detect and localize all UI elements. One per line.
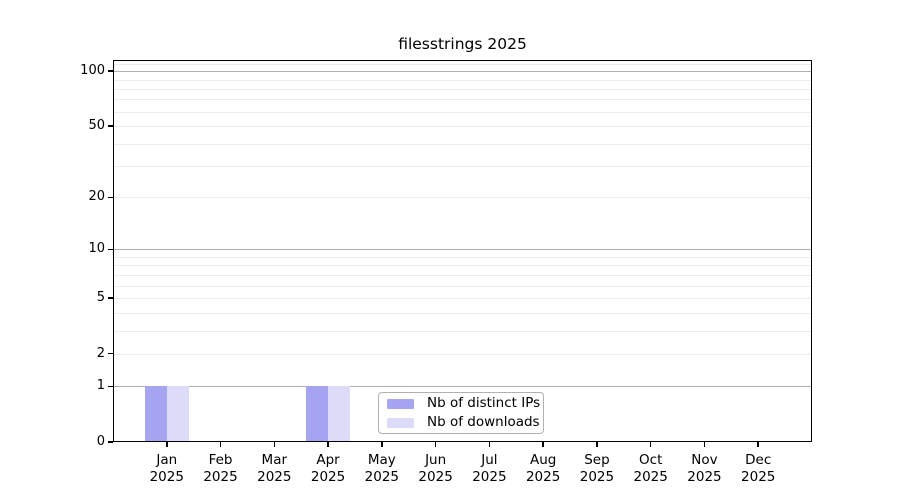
y-tick <box>108 441 113 443</box>
y-tick <box>108 385 113 388</box>
x-tick-label: Jan 2025 <box>149 452 184 485</box>
x-tick <box>166 442 168 447</box>
y-gridline-minor <box>113 353 812 355</box>
y-gridline-minor <box>113 63 812 65</box>
x-tick-label: May 2025 <box>364 452 400 485</box>
x-tick <box>381 442 383 447</box>
y-gridline-major <box>113 386 812 388</box>
plot-frame <box>113 60 812 442</box>
x-tick-label: Jul 2025 <box>472 452 507 485</box>
chart-title: filesstrings 2025 <box>398 35 527 53</box>
y-gridline-minor <box>113 166 812 168</box>
y-tick-label: 50 <box>88 118 105 134</box>
x-tick-label: Jun 2025 <box>418 452 453 485</box>
y-gridline-minor <box>113 285 812 287</box>
x-tick-label: Aug 2025 <box>525 452 561 485</box>
bar-nb-of-distinct-ips-apr-2025 <box>306 386 329 442</box>
x-tick <box>327 442 329 447</box>
legend-entry-distinct-ips: Nb of distinct IPs <box>387 395 541 411</box>
x-tick <box>649 442 652 447</box>
legend-entry-downloads: Nb of downloads <box>387 414 540 430</box>
y-gridline-minor <box>113 143 812 145</box>
bar-nb-of-distinct-ips-jan-2025 <box>144 386 167 442</box>
x-tick <box>273 442 276 447</box>
x-tick <box>219 442 222 447</box>
y-tick-label: 100 <box>80 63 105 79</box>
y-tick <box>108 297 113 299</box>
y-gridline-major <box>113 249 812 251</box>
x-tick-label: Sep 2025 <box>579 452 615 485</box>
y-tick-label: 10 <box>88 241 105 257</box>
y-tick <box>108 196 113 199</box>
y-gridline-minor <box>113 330 812 332</box>
y-gridline-minor <box>113 197 812 199</box>
y-tick-label: 1 <box>96 378 105 394</box>
y-gridline-minor <box>113 256 812 258</box>
y-tick <box>108 70 113 72</box>
y-gridline-minor <box>113 88 812 90</box>
y-tick-label: 5 <box>96 290 105 305</box>
y-gridline-minor <box>113 111 812 113</box>
y-tick-label: 2 <box>96 345 105 361</box>
y-gridline-minor <box>113 312 812 314</box>
x-tick-label: Apr 2025 <box>310 452 346 485</box>
x-tick-label: Feb 2025 <box>203 452 238 485</box>
y-gridline-minor <box>113 99 812 101</box>
y-tick <box>108 125 113 127</box>
x-tick-label: Nov 2025 <box>687 452 722 485</box>
y-gridline-minor <box>113 79 812 81</box>
y-tick-label: 0 <box>96 434 105 449</box>
y-gridline-major <box>113 71 812 73</box>
legend-swatch-distinct-ips <box>387 398 414 409</box>
bar-nb-of-downloads-jan-2025 <box>166 386 189 442</box>
x-tick-label: Dec 2025 <box>741 452 776 485</box>
x-tick <box>703 442 706 447</box>
plot-area: Nb of distinct IPs Nb of downloads 0 1 2 5 1… <box>80 60 812 485</box>
legend: Nb of distinct IPs Nb of downloads <box>378 392 544 434</box>
y-gridline-minor <box>113 298 812 299</box>
legend-label-distinct-ips: Nb of distinct IPs <box>427 395 541 411</box>
x-tick <box>488 442 491 447</box>
legend-label-downloads: Nb of downloads <box>427 414 540 430</box>
y-gridline-minor <box>113 126 812 128</box>
x-tick-label: Mar 2025 <box>257 452 292 485</box>
x-tick <box>757 442 759 447</box>
y-tick-label: 20 <box>88 189 105 205</box>
legend-swatch-downloads <box>387 417 414 428</box>
x-tick <box>434 442 437 447</box>
x-tick <box>596 442 598 447</box>
x-tick-label: Oct 2025 <box>633 452 668 485</box>
bar-nb-of-downloads-apr-2025 <box>328 386 351 442</box>
y-tick <box>108 248 113 251</box>
y-tick <box>108 352 113 355</box>
y-gridline-minor <box>113 274 812 276</box>
x-tick <box>542 442 544 447</box>
y-gridline-minor <box>113 265 812 267</box>
